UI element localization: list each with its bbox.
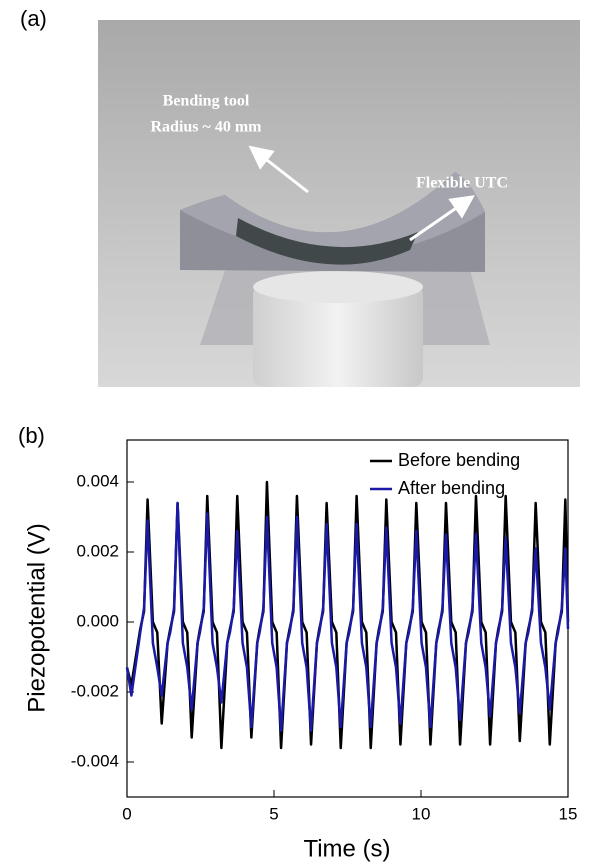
photo — [98, 20, 580, 387]
y-tick-label: -0.004 — [71, 751, 119, 770]
y-tick-label: 0.004 — [76, 471, 119, 490]
arrow — [409, 195, 475, 242]
y-tick-label: 0.000 — [76, 611, 119, 630]
panel-label: (a) — [20, 6, 47, 31]
y-tick-label: 0.002 — [76, 541, 119, 560]
photo-annotation: Flexible UTC — [416, 175, 508, 192]
y-tick-label: -0.002 — [71, 681, 119, 700]
photo-annotation: Bending tool — [163, 93, 250, 110]
y-axis-label: Piezopotential (V) — [23, 523, 50, 712]
x-tick-label: 15 — [559, 804, 578, 823]
x-tick-label: 0 — [122, 804, 131, 823]
data-line — [125, 501, 570, 732]
x-tick-label: 10 — [412, 804, 431, 823]
legend-label: Before bending — [398, 450, 520, 470]
x-axis-label: Time (s) — [303, 835, 390, 862]
arrow — [248, 145, 309, 194]
legend-label: After bending — [398, 478, 505, 498]
panel-label: (b) — [18, 423, 45, 448]
photo-annotation: Radius ~ 40 mm — [151, 119, 263, 136]
x-tick-label: 5 — [269, 804, 278, 823]
